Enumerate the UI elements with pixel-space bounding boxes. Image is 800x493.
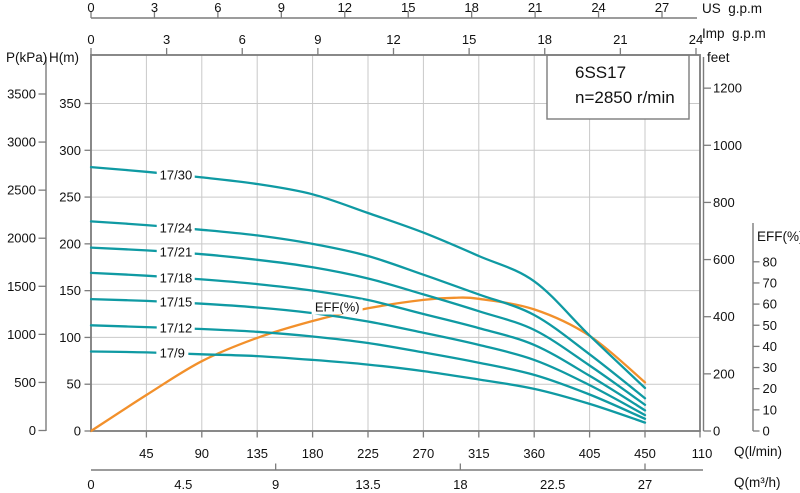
feet-axis-label: feet <box>707 50 730 65</box>
us-gpm-tick-label: 24 <box>591 0 605 15</box>
pump-speed-title: n=2850 r/min <box>575 88 675 107</box>
pressure-tick-label: 3000 <box>7 135 36 150</box>
pump-curve-label-17-12: 17/12 <box>156 320 196 336</box>
imp-gpm-tick-label: 6 <box>239 32 246 47</box>
q-m3h-tick-label: 4.5 <box>174 477 192 492</box>
pressure-tick-label: 3500 <box>7 86 36 101</box>
us-gpm-tick-label: 6 <box>214 0 221 15</box>
efficiency-curve <box>89 296 647 433</box>
imp-gpm-tick-label: 3 <box>163 32 170 47</box>
pump-model-title: 6SS17 <box>575 63 627 82</box>
feet-tick-label: 600 <box>713 252 735 267</box>
eff-tick-label: 20 <box>763 381 777 396</box>
plot-border <box>90 54 701 432</box>
q-lmin-tick-label: 450 <box>634 446 656 461</box>
q-m3h-tick-label: 18 <box>453 477 467 492</box>
eff-tick-label: 40 <box>763 339 777 354</box>
us-gpm-tick-label: 0 <box>87 0 94 15</box>
feet-tick-label: 1200 <box>713 81 742 96</box>
us-gpm-axis-label: US g.p.m <box>702 1 763 16</box>
q-lmin-tick-label: 270 <box>413 446 435 461</box>
pump-curve-label-17-15: 17/15 <box>156 294 196 310</box>
q-lmin-tick-label: 315 <box>468 446 490 461</box>
head-tick-label: 250 <box>59 190 81 205</box>
q-m3h-tick-label: 27 <box>638 477 652 492</box>
pressure-tick-label: 1500 <box>7 279 36 294</box>
eff-tick-label: 70 <box>763 275 777 290</box>
feet-tick-label: 400 <box>713 309 735 324</box>
eff-tick-label: 10 <box>763 402 777 417</box>
efficiency-curve-label: EFF(%) <box>311 299 363 315</box>
title-box <box>546 54 690 120</box>
q-lmin-edge-tick-label: 110 <box>692 446 713 461</box>
pressure-tick-label: 500 <box>14 375 36 390</box>
us-gpm-tick-label: 15 <box>401 0 415 15</box>
q-m3h-tick-label: 0 <box>87 477 94 492</box>
pressure-tick-label: 0 <box>29 423 36 438</box>
head-tick-label: 150 <box>59 283 81 298</box>
eff-tick-label: 80 <box>763 254 777 269</box>
pressure-tick-label: 2500 <box>7 183 36 198</box>
eff-tick-label: 0 <box>763 424 770 439</box>
q-m3h-tick-label: 9 <box>272 477 279 492</box>
q-lmin-tick-label: 225 <box>357 446 379 461</box>
q-lmin-tick-label: 405 <box>579 446 601 461</box>
feet-tick-label: 0 <box>713 424 720 439</box>
imp-gpm-tick-label: 24 <box>689 32 703 47</box>
pressure-tick-label: 2000 <box>7 231 36 246</box>
q-m3h-tick-label: 22.5 <box>540 477 565 492</box>
q-lmin-tick-label: 360 <box>523 446 545 461</box>
q-lmin-tick-label: 135 <box>246 446 268 461</box>
head-tick-label: 50 <box>67 377 81 392</box>
imp-gpm-tick-label: 21 <box>613 32 627 47</box>
us-gpm-tick-label: 3 <box>151 0 158 15</box>
eff-tick-label: 30 <box>763 360 777 375</box>
us-gpm-tick-label: 12 <box>338 0 352 15</box>
imp-gpm-tick-label: 12 <box>386 32 400 47</box>
pump-curve-label-17-21: 17/21 <box>156 244 196 260</box>
head-tick-label: 100 <box>59 330 81 345</box>
feet-tick-label: 800 <box>713 195 735 210</box>
us-gpm-tick-label: 21 <box>528 0 542 15</box>
q-lmin-tick-label: 45 <box>139 446 153 461</box>
pump-curve-label-17-24: 17/24 <box>156 220 196 236</box>
imp-gpm-axis-label: Imp g.p.m <box>702 26 766 41</box>
q-lmin-axis-label: Q(l/min) <box>734 444 782 459</box>
head-tick-label: 200 <box>59 236 81 251</box>
us-gpm-tick-label: 9 <box>278 0 285 15</box>
pressure-tick-label: 1000 <box>7 327 36 342</box>
pump-curve-label-17-18: 17/18 <box>156 270 196 286</box>
us-gpm-tick-label: 18 <box>464 0 478 15</box>
q-lmin-tick-label: 90 <box>195 446 209 461</box>
q-m3h-axis-label: Q(m³/h) <box>734 475 781 490</box>
q-m3h-tick-label: 13.5 <box>355 477 380 492</box>
eff-axis-label: EFF(%) <box>757 229 800 244</box>
us-gpm-tick-label: 27 <box>655 0 669 15</box>
imp-gpm-tick-label: 18 <box>538 32 552 47</box>
head-tick-label: 0 <box>74 424 81 439</box>
imp-gpm-tick-label: 9 <box>314 32 321 47</box>
imp-gpm-tick-label: 15 <box>462 32 476 47</box>
head-axis-label: H(m) <box>49 50 79 65</box>
eff-tick-label: 60 <box>763 297 777 312</box>
feet-tick-label: 1000 <box>713 138 742 153</box>
q-lmin-tick-label: 180 <box>302 446 324 461</box>
eff-tick-label: 50 <box>763 318 777 333</box>
imp-gpm-tick-label: 0 <box>87 32 94 47</box>
pressure-axis-label: P(kPa) <box>6 50 48 65</box>
pump-curve-label-17-30: 17/30 <box>156 167 196 183</box>
pump-curve-label-17-9: 17/9 <box>156 345 188 361</box>
head-tick-label: 350 <box>59 96 81 111</box>
feet-tick-label: 200 <box>713 366 735 381</box>
head-tick-label: 300 <box>59 143 81 158</box>
